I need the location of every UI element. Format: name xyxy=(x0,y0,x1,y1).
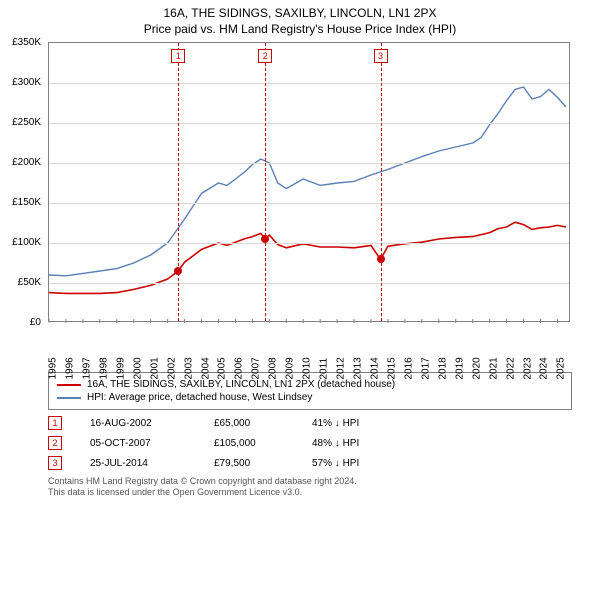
x-tick-label: 2012 xyxy=(336,350,347,380)
x-tick-label: 2023 xyxy=(522,350,533,380)
gridline xyxy=(49,283,569,284)
event-price: £79,500 xyxy=(214,458,284,469)
x-tick-label: 2008 xyxy=(268,350,279,380)
x-tick-label: 1995 xyxy=(48,350,59,380)
event-dot xyxy=(261,235,269,243)
legend-swatch xyxy=(57,384,81,386)
event-date: 16-AUG-2002 xyxy=(90,418,186,429)
x-tick-label: 2007 xyxy=(251,350,262,380)
reference-line xyxy=(381,43,382,321)
x-tick-label: 2011 xyxy=(319,350,330,380)
series-line-hpi xyxy=(49,87,566,276)
x-tick-label: 2013 xyxy=(353,350,364,380)
gridline xyxy=(49,243,569,244)
event-date: 25-JUL-2014 xyxy=(90,458,186,469)
x-tick-label: 1996 xyxy=(64,350,75,380)
reference-marker: 1 xyxy=(171,49,185,63)
event-marker: 1 xyxy=(48,416,62,430)
x-tick-label: 2018 xyxy=(437,350,448,380)
x-tick-label: 2015 xyxy=(386,350,397,380)
reference-marker: 2 xyxy=(258,49,272,63)
y-tick-label: £150K xyxy=(1,197,41,208)
event-row: 2 05-OCT-2007 £105,000 48% ↓ HPI xyxy=(48,436,572,450)
x-tick-label: 2022 xyxy=(505,350,516,380)
gridline xyxy=(49,203,569,204)
x-tick-label: 1999 xyxy=(115,350,126,380)
attribution-line: Contains HM Land Registry data © Crown c… xyxy=(48,476,572,487)
y-tick-label: £200K xyxy=(1,157,41,168)
y-tick-label: £250K xyxy=(1,117,41,128)
y-tick-label: £100K xyxy=(1,237,41,248)
plot-svg xyxy=(49,43,571,323)
x-tick-label: 2010 xyxy=(302,350,313,380)
x-tick-label: 2025 xyxy=(556,350,567,380)
event-hpi: 41% ↓ HPI xyxy=(312,418,359,429)
x-tick-label: 2016 xyxy=(403,350,414,380)
chart-area: £0£50K£100K£150K£200K£250K£300K£350K1995… xyxy=(10,42,590,368)
event-hpi: 48% ↓ HPI xyxy=(312,438,359,449)
gridline xyxy=(49,163,569,164)
event-hpi: 57% ↓ HPI xyxy=(312,458,359,469)
reference-line xyxy=(178,43,179,321)
event-row: 1 16-AUG-2002 £65,000 41% ↓ HPI xyxy=(48,416,572,430)
x-tick-label: 2004 xyxy=(200,350,211,380)
plot: £0£50K£100K£150K£200K£250K£300K£350K1995… xyxy=(48,42,570,322)
x-tick-label: 2019 xyxy=(454,350,465,380)
x-tick-label: 2003 xyxy=(183,350,194,380)
x-tick-label: 2014 xyxy=(370,350,381,380)
x-tick-label: 1997 xyxy=(81,350,92,380)
legend-label: 16A, THE SIDINGS, SAXILBY, LINCOLN, LN1 … xyxy=(87,379,395,390)
x-tick-label: 2005 xyxy=(217,350,228,380)
gridline xyxy=(49,83,569,84)
reference-line xyxy=(265,43,266,321)
x-tick-label: 2017 xyxy=(420,350,431,380)
legend-label: HPI: Average price, detached house, West… xyxy=(87,392,312,403)
event-date: 05-OCT-2007 xyxy=(90,438,186,449)
x-tick-label: 2020 xyxy=(471,350,482,380)
x-tick-label: 2002 xyxy=(166,350,177,380)
x-tick-label: 2000 xyxy=(132,350,143,380)
attribution-line: This data is licensed under the Open Gov… xyxy=(48,487,572,498)
x-tick-label: 2009 xyxy=(285,350,296,380)
legend-item: HPI: Average price, detached house, West… xyxy=(57,392,563,403)
events-table: 1 16-AUG-2002 £65,000 41% ↓ HPI 2 05-OCT… xyxy=(48,416,572,470)
event-marker: 2 xyxy=(48,436,62,450)
event-row: 3 25-JUL-2014 £79,500 57% ↓ HPI xyxy=(48,456,572,470)
legend-swatch xyxy=(57,397,81,399)
y-tick-label: £350K xyxy=(1,37,41,48)
x-tick-label: 2006 xyxy=(234,350,245,380)
chart-title: 16A, THE SIDINGS, SAXILBY, LINCOLN, LN1 … xyxy=(0,6,600,20)
chart-subtitle: Price paid vs. HM Land Registry's House … xyxy=(0,22,600,36)
event-price: £105,000 xyxy=(214,438,284,449)
x-tick-label: 1998 xyxy=(98,350,109,380)
x-tick-label: 2021 xyxy=(488,350,499,380)
event-dot xyxy=(377,255,385,263)
reference-marker: 3 xyxy=(374,49,388,63)
event-marker: 3 xyxy=(48,456,62,470)
gridline xyxy=(49,123,569,124)
y-tick-label: £50K xyxy=(1,277,41,288)
x-tick-label: 2001 xyxy=(149,350,160,380)
event-price: £65,000 xyxy=(214,418,284,429)
event-dot xyxy=(174,267,182,275)
legend-item: 16A, THE SIDINGS, SAXILBY, LINCOLN, LN1 … xyxy=(57,379,563,390)
y-tick-label: £300K xyxy=(1,77,41,88)
x-tick-label: 2024 xyxy=(539,350,550,380)
y-tick-label: £0 xyxy=(1,317,41,328)
attribution: Contains HM Land Registry data © Crown c… xyxy=(48,476,572,499)
